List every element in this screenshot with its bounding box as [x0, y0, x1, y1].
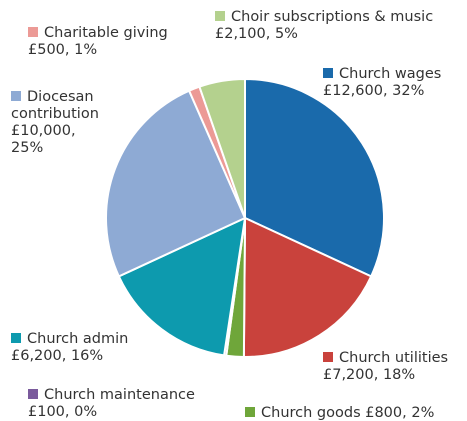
- pie-slice-church-utilities: [242, 217, 373, 359]
- data-label-church-wages: Church wages£12,600, 32%: [323, 66, 441, 99]
- label-line: £100, 0%: [28, 404, 97, 420]
- data-label-church-goods: Church goods £800, 2%: [245, 405, 434, 421]
- label-line: £500, 1%: [28, 42, 97, 58]
- label-line: Diocesan: [27, 89, 94, 105]
- pie-slices: [105, 78, 385, 359]
- pie-slice-church-wages: [244, 78, 385, 278]
- label-line: Charitable giving: [44, 25, 168, 41]
- data-label-church-utilities: Church utilities£7,200, 18%: [323, 350, 448, 383]
- label-line: £7,200, 18%: [323, 367, 415, 383]
- data-label-church-maintenance: Church maintenance£100, 0%: [28, 387, 195, 420]
- pie-slice-diocesan-contribution: [105, 89, 246, 278]
- legend-swatch-choir-subscriptions-and-music: [215, 11, 225, 21]
- label-line: contribution: [11, 106, 99, 122]
- label-line: Church goods £800, 2%: [261, 405, 434, 421]
- label-line: 25%: [11, 140, 43, 156]
- pie-slice-choir-subscriptions-and-music: [198, 78, 246, 219]
- legend-swatch-diocesan-contribution: [11, 91, 21, 101]
- label-line: £10,000,: [11, 123, 76, 139]
- legend-swatch-church-maintenance: [28, 389, 38, 399]
- label-line: Church maintenance: [44, 387, 195, 403]
- legend-swatch-church-wages: [323, 68, 333, 78]
- label-line: £6,200, 16%: [11, 348, 103, 364]
- legend-swatch-church-goods: [245, 407, 255, 417]
- data-label-choir-subscriptions-and-music: Choir subscriptions & music£2,100, 5%: [215, 9, 433, 42]
- legend-swatch-church-admin: [11, 333, 21, 343]
- data-label-church-admin: Church admin£6,200, 16%: [11, 331, 128, 364]
- data-label-charitable-giving: Charitable giving£500, 1%: [28, 25, 168, 58]
- label-line: Church admin: [27, 331, 128, 347]
- legend-swatch-charitable-giving: [28, 27, 38, 37]
- label-line: Church utilities: [339, 350, 448, 366]
- label-line: £2,100, 5%: [215, 26, 298, 42]
- pie-labels: Church wages£12,600, 32% Church utilities…: [11, 9, 448, 421]
- pie-slice-church-admin: [117, 217, 246, 357]
- label-line: Church wages: [339, 66, 441, 82]
- label-line: £12,600, 32%: [323, 83, 424, 99]
- label-line: Choir subscriptions & music: [231, 9, 433, 25]
- legend-swatch-church-utilities: [323, 352, 333, 362]
